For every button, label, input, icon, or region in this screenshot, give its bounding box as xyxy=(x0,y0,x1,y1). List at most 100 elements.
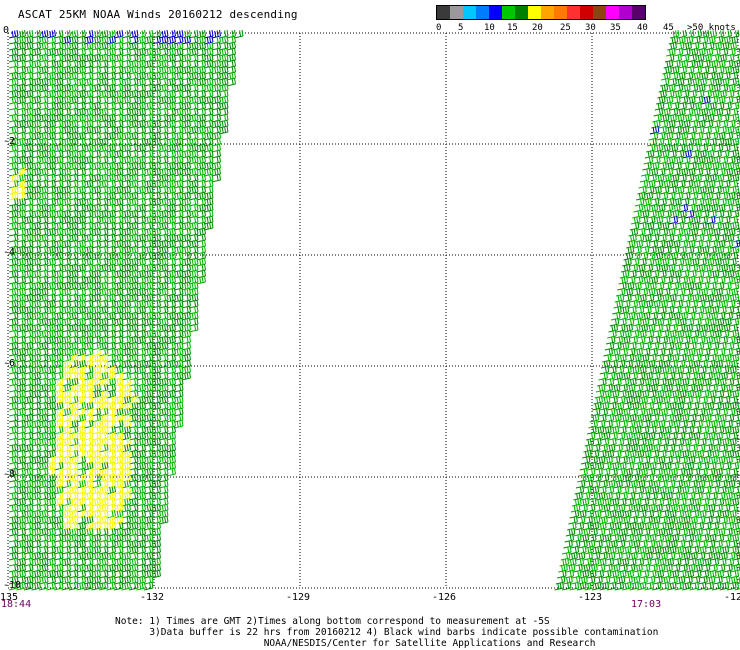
wind-barb xyxy=(68,557,79,567)
wind-barb xyxy=(83,167,94,177)
wind-barb xyxy=(23,347,34,357)
wind-barb xyxy=(76,551,86,561)
map-title: ASCAT 25KM NOAA Winds 20160212 descendin… xyxy=(18,8,298,21)
wind-barb xyxy=(211,131,221,141)
wind-barb xyxy=(16,101,26,111)
wind-barb xyxy=(83,119,94,129)
wind-barb xyxy=(173,137,184,147)
wind-barb xyxy=(726,581,737,591)
wind-barb xyxy=(158,311,169,321)
wind-barb xyxy=(83,131,94,141)
wind-barb xyxy=(128,65,139,75)
wind-barb xyxy=(83,419,94,429)
wind-barb xyxy=(38,149,49,159)
wind-barb xyxy=(143,209,154,219)
wind-barb xyxy=(23,473,34,483)
wind-barb xyxy=(53,581,64,591)
wind-barb xyxy=(113,239,124,249)
wind-barb xyxy=(98,281,109,291)
wind-barb xyxy=(143,227,154,237)
wind-barb xyxy=(113,461,124,471)
wind-barb xyxy=(16,401,26,411)
wind-barb xyxy=(136,239,146,249)
wind-barb xyxy=(38,221,49,231)
wind-barb xyxy=(106,395,116,405)
wind-barb xyxy=(136,257,146,267)
wind-barb xyxy=(143,287,154,297)
wind-barb xyxy=(181,293,191,303)
wind-barb xyxy=(113,113,124,123)
wind-barb xyxy=(136,389,146,399)
wind-barb xyxy=(173,401,184,411)
wind-barb xyxy=(113,503,124,513)
wind-barb xyxy=(46,467,56,477)
wind-barb xyxy=(76,185,86,195)
color-swatch xyxy=(580,6,593,19)
wind-barb xyxy=(23,407,34,417)
wind-barb xyxy=(38,41,49,51)
wind-barb xyxy=(46,437,56,447)
color-swatch xyxy=(463,6,476,19)
wind-barb xyxy=(91,521,101,531)
wind-barb xyxy=(91,377,101,387)
wind-barb xyxy=(136,95,146,105)
wind-barb xyxy=(106,437,116,447)
wind-barb xyxy=(91,503,101,513)
wind-barb xyxy=(128,53,139,63)
wind-barb xyxy=(136,143,146,153)
wind-barb xyxy=(143,425,154,435)
wind-barb xyxy=(76,209,86,219)
wind-barb xyxy=(98,293,109,303)
wind-barb xyxy=(666,581,677,591)
wind-barb xyxy=(128,419,139,429)
wind-barb xyxy=(61,281,71,291)
wind-barb xyxy=(91,455,101,465)
wind-barb xyxy=(68,125,79,135)
wind-barb xyxy=(106,83,116,93)
wind-barb xyxy=(46,395,56,405)
wind-barb xyxy=(16,221,26,231)
wind-barb xyxy=(46,101,56,111)
wind-barb xyxy=(113,419,124,429)
wind-barb xyxy=(23,281,34,291)
wind-barb xyxy=(68,437,79,447)
wind-barb xyxy=(196,149,206,159)
wind-barb xyxy=(196,257,206,267)
wind-barb xyxy=(91,461,101,471)
wind-barb xyxy=(188,71,199,81)
wind-barb xyxy=(196,125,206,135)
wind-barb xyxy=(143,527,154,537)
wind-barb xyxy=(121,527,131,537)
wind-barb xyxy=(16,551,26,561)
wind-barb xyxy=(121,71,131,81)
wind-barb xyxy=(211,77,221,87)
wind-barb xyxy=(23,311,34,321)
wind-barb xyxy=(218,59,229,69)
wind-barb xyxy=(128,551,139,561)
wind-barb xyxy=(113,59,124,69)
wind-barb xyxy=(53,185,64,195)
wind-barb xyxy=(16,545,26,555)
wind-barb xyxy=(76,359,86,369)
wind-barb xyxy=(143,311,154,321)
wind-barb xyxy=(46,407,56,417)
wind-barb xyxy=(16,479,26,489)
wind-barb xyxy=(173,257,184,267)
wind-barb xyxy=(68,455,79,465)
wind-barb xyxy=(98,323,109,333)
wind-barb xyxy=(98,479,109,489)
wind-barb xyxy=(106,257,116,267)
wind-barb xyxy=(68,233,79,243)
wind-barb xyxy=(203,125,214,135)
wind-barb xyxy=(121,455,131,465)
wind-barb xyxy=(143,419,154,429)
wind-barb xyxy=(98,341,109,351)
wind-barb xyxy=(83,437,94,447)
wind-barb xyxy=(31,557,41,567)
wind-barb xyxy=(38,473,49,483)
wind-barb xyxy=(23,47,34,57)
wind-barb xyxy=(158,341,169,351)
wind-barb xyxy=(16,413,26,423)
note-line-2: 3)Data buffer is 22 hrs from 20160212 4)… xyxy=(115,627,659,638)
